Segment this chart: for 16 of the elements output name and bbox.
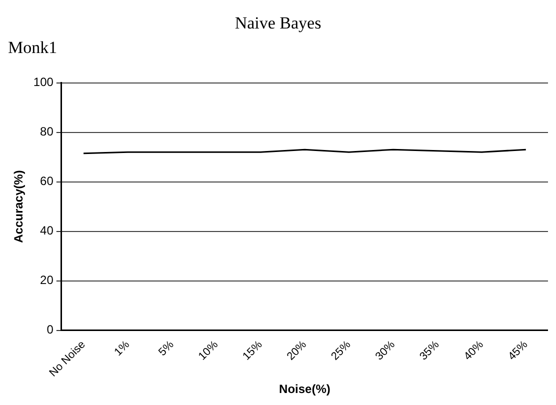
x-tick-label: 35% — [418, 338, 442, 363]
y-tick-label: 20 — [40, 273, 54, 288]
x-tick-label: 1% — [112, 338, 132, 358]
chart-subtitle: Monk1 — [8, 38, 58, 58]
chart-title: Naive Bayes — [234, 14, 322, 33]
y-tick-label: 80 — [40, 124, 54, 139]
y-axis-title: Accuracy(%) — [12, 170, 26, 243]
y-tick-label: 40 — [40, 224, 54, 238]
x-axis-title: Noise(%) — [279, 382, 330, 396]
x-tick-label: 40% — [462, 338, 486, 363]
x-tick-label: 45% — [506, 338, 530, 363]
x-tick-label: 5% — [156, 338, 176, 358]
x-tick-label: 30% — [373, 338, 398, 363]
y-tick-label: 60 — [40, 174, 54, 188]
y-tick-label: 100 — [33, 75, 54, 90]
y-tick-label: 0 — [46, 322, 54, 337]
